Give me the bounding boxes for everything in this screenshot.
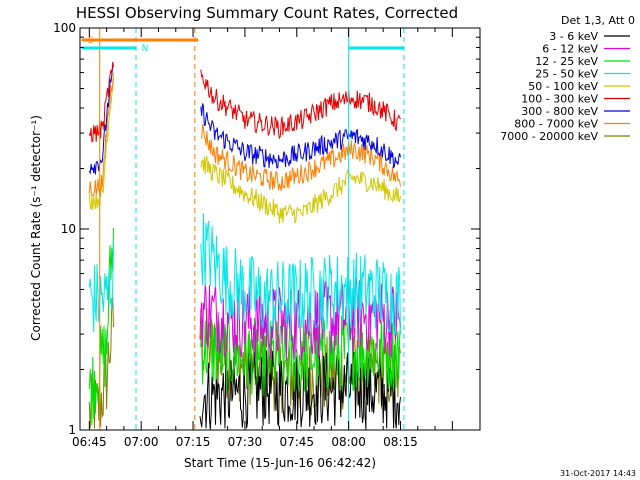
y-tick-label: 100 <box>53 21 76 35</box>
x-tick-label: 08:00 <box>331 435 366 449</box>
legend-entry: 6 - 12 keV <box>542 43 630 56</box>
x-tick-label: 07:00 <box>124 435 159 449</box>
series-line <box>200 156 401 224</box>
legend-label: 800 - 7000 keV <box>514 118 598 131</box>
y-tick-label: 1 <box>68 423 76 437</box>
series-line <box>88 77 114 198</box>
series-line <box>199 276 401 361</box>
legend-label: 6 - 12 keV <box>542 43 598 56</box>
legend-entry: 50 - 100 keV <box>528 80 630 93</box>
legend-label: 100 - 300 keV <box>521 93 598 106</box>
legend-entry: 300 - 800 keV <box>521 105 630 118</box>
series-line <box>88 241 114 332</box>
flag-label: N <box>142 44 149 54</box>
series-line <box>88 61 114 143</box>
chart-title: HESSI Observing Summary Count Rates, Cor… <box>76 4 458 22</box>
legend-label: 25 - 50 keV <box>535 68 598 81</box>
legend-header: Det 1,3, Att 0 <box>561 14 635 27</box>
series-line <box>200 103 401 169</box>
flag-label: S <box>88 36 94 46</box>
x-tick-label: 08:15 <box>383 435 418 449</box>
legend-entry: 7000 - 20000 keV <box>500 130 630 143</box>
series-line <box>88 227 114 426</box>
legend-label: 50 - 100 keV <box>528 80 598 93</box>
x-tick-label: 06:45 <box>72 435 107 449</box>
series-line <box>200 124 401 192</box>
plot-area <box>88 61 401 429</box>
legend-label: 7000 - 20000 keV <box>500 130 598 143</box>
legend-entry: 12 - 25 keV <box>535 55 630 68</box>
legend-entry: 100 - 300 keV <box>521 93 630 106</box>
series-line <box>200 213 401 336</box>
legend-label: 300 - 800 keV <box>521 105 598 118</box>
y-axis-label: Corrected Count Rate (s⁻¹ detector⁻¹) <box>29 115 43 341</box>
axes: S N 1 10 100 06:45 07:00 07:15 07:30 07:45 08:00 08… <box>53 21 481 449</box>
x-tick-label: 07:45 <box>279 435 314 449</box>
legend-entry: 3 - 6 keV <box>549 30 630 43</box>
x-axis-label: Start Time (15-Jun-16 06:42:42) <box>184 456 376 470</box>
series-line <box>200 69 401 140</box>
y-tick-label: 10 <box>61 222 76 236</box>
footer-timestamp: 31-Oct-2017 14:43 <box>560 469 636 478</box>
legend-entry: 800 - 7000 keV <box>514 118 630 131</box>
series-line <box>88 65 114 175</box>
legend-label: 12 - 25 keV <box>535 55 598 68</box>
x-tick-label: 07:30 <box>228 435 263 449</box>
legend-entry: 25 - 50 keV <box>535 68 630 81</box>
x-tick-label: 07:15 <box>176 435 211 449</box>
legend-label: 3 - 6 keV <box>549 30 598 43</box>
